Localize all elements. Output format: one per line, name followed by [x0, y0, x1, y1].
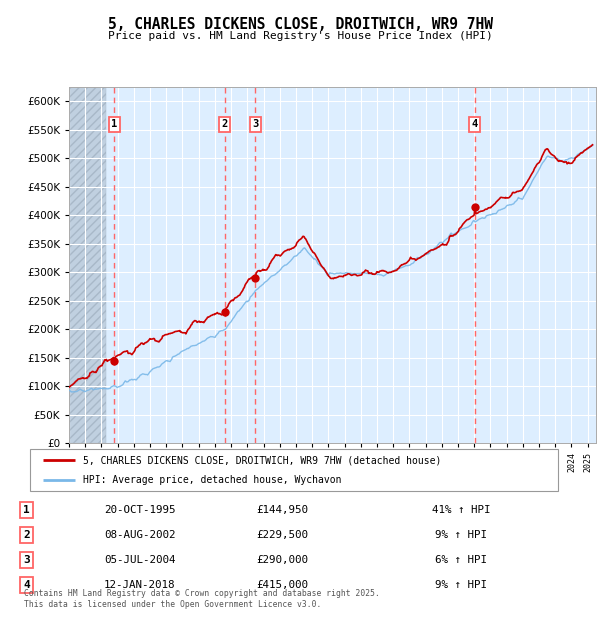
Text: 41% ↑ HPI: 41% ↑ HPI	[432, 505, 491, 515]
Text: 9% ↑ HPI: 9% ↑ HPI	[435, 580, 487, 590]
Text: 12-JAN-2018: 12-JAN-2018	[104, 580, 176, 590]
Text: 08-AUG-2002: 08-AUG-2002	[104, 530, 176, 540]
Text: 5, CHARLES DICKENS CLOSE, DROITWICH, WR9 7HW: 5, CHARLES DICKENS CLOSE, DROITWICH, WR9…	[107, 17, 493, 32]
Bar	[69, 87, 106, 443]
Text: £144,950: £144,950	[257, 505, 309, 515]
Text: 5, CHARLES DICKENS CLOSE, DROITWICH, WR9 7HW (detached house): 5, CHARLES DICKENS CLOSE, DROITWICH, WR9…	[83, 455, 441, 465]
Text: Price paid vs. HM Land Registry's House Price Index (HPI): Price paid vs. HM Land Registry's House …	[107, 31, 493, 41]
Text: 3: 3	[252, 119, 259, 129]
Text: 20-OCT-1995: 20-OCT-1995	[104, 505, 176, 515]
Text: 3: 3	[23, 555, 30, 565]
Text: £229,500: £229,500	[257, 530, 309, 540]
Text: 2: 2	[221, 119, 228, 129]
Text: £415,000: £415,000	[257, 580, 309, 590]
Text: 1: 1	[23, 505, 30, 515]
Text: 05-JUL-2004: 05-JUL-2004	[104, 555, 176, 565]
Text: 2: 2	[23, 530, 30, 540]
Text: HPI: Average price, detached house, Wychavon: HPI: Average price, detached house, Wych…	[83, 475, 341, 485]
Text: Contains HM Land Registry data © Crown copyright and database right 2025.
This d: Contains HM Land Registry data © Crown c…	[24, 590, 380, 609]
Text: 1: 1	[111, 119, 118, 129]
Text: £290,000: £290,000	[257, 555, 309, 565]
Text: 4: 4	[23, 580, 30, 590]
Text: 4: 4	[472, 119, 478, 129]
Text: 6% ↑ HPI: 6% ↑ HPI	[435, 555, 487, 565]
Text: 9% ↑ HPI: 9% ↑ HPI	[435, 530, 487, 540]
FancyBboxPatch shape	[30, 449, 558, 491]
